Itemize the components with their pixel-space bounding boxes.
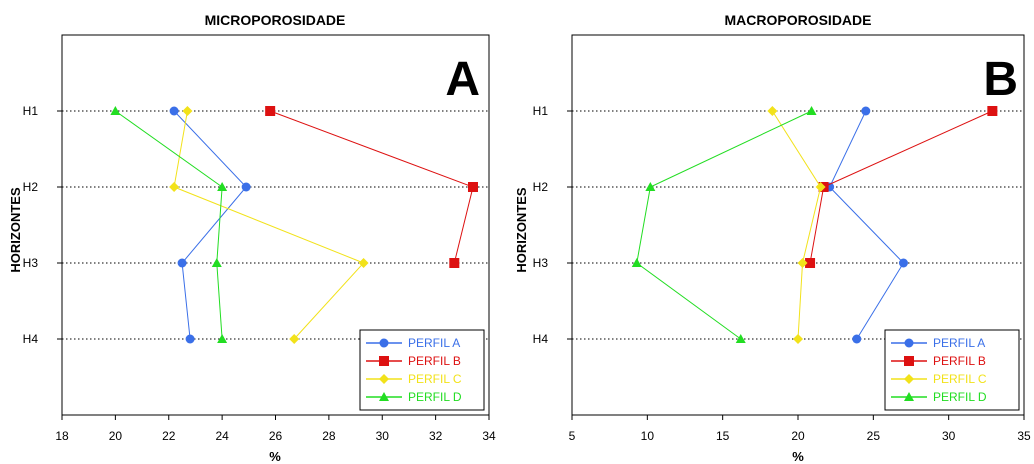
y-tick-label: H3 <box>533 256 549 270</box>
y-tick-label: H2 <box>23 180 39 194</box>
data-point <box>806 106 817 115</box>
data-point <box>631 258 642 267</box>
data-point <box>898 258 908 268</box>
x-tick-label: 10 <box>641 429 655 443</box>
x-tick-label: 32 <box>429 429 443 443</box>
legend-entry: PERFIL D <box>933 390 987 404</box>
panel-label: A <box>445 53 480 106</box>
data-point <box>185 334 195 344</box>
x-tick-label: 5 <box>569 429 576 443</box>
x-tick-label: 18 <box>55 429 69 443</box>
data-point <box>265 106 276 116</box>
series-perfil-b <box>265 106 478 268</box>
series-line <box>173 110 365 340</box>
legend-marker <box>379 356 389 366</box>
y-tick-label: H3 <box>23 256 39 270</box>
y-tick-label: H1 <box>533 104 549 118</box>
data-point <box>645 182 656 191</box>
data-point <box>735 334 746 343</box>
y-tick-label: H4 <box>533 332 549 346</box>
legend-entry: PERFIL A <box>933 336 985 350</box>
data-point <box>449 258 460 268</box>
data-point <box>169 182 180 192</box>
legend-marker <box>379 392 389 401</box>
legend-entry: PERFIL D <box>408 390 462 404</box>
data-point <box>805 258 816 268</box>
chart-title: MACROPOROSIDADE <box>724 12 871 28</box>
data-point <box>467 182 478 192</box>
data-point <box>217 182 228 191</box>
series-line <box>771 110 822 340</box>
legend-marker <box>904 356 914 366</box>
data-point <box>241 182 251 192</box>
data-point <box>217 334 228 343</box>
series-perfil-d <box>110 106 228 343</box>
data-point <box>767 106 778 116</box>
legend-marker <box>379 374 389 384</box>
x-tick-label: 30 <box>376 429 390 443</box>
x-tick-label: 35 <box>1017 429 1031 443</box>
series-perfil-c <box>767 106 826 344</box>
data-point <box>815 182 826 192</box>
data-point <box>797 258 808 268</box>
x-tick-label: 30 <box>942 429 956 443</box>
legend-marker <box>904 338 914 348</box>
legend-marker <box>904 374 914 384</box>
x-tick-label: 20 <box>791 429 805 443</box>
chart-panel-2: MACROPOROSIDADE B H1 H2 H3 H4 5 10 15 20 25 30 35% HO… <box>514 12 1031 464</box>
legend-entry: PERFIL A <box>408 336 460 350</box>
x-axis-label: % <box>269 449 281 464</box>
panel-label: B <box>983 53 1018 106</box>
legend-entry: PERFIL C <box>933 372 987 386</box>
x-tick-label: 22 <box>162 429 176 443</box>
x-tick-label: 24 <box>215 429 229 443</box>
x-tick-label: 28 <box>322 429 336 443</box>
data-point <box>852 334 862 344</box>
y-axis-label: HORIZONTES <box>8 187 23 273</box>
series-line <box>829 110 905 340</box>
x-tick-label: 15 <box>716 429 730 443</box>
legend-entry: PERFIL C <box>408 372 462 386</box>
data-point <box>182 106 193 116</box>
chart-panel-1: MICROPOROSIDADE A H1 H2 H3 H4 18 20 22 24 26 28 30 32… <box>8 12 496 464</box>
y-axis-label: HORIZONTES <box>514 187 529 273</box>
legend-marker <box>379 338 389 348</box>
data-point <box>289 334 300 344</box>
series-line <box>636 110 812 340</box>
y-tick-label: H2 <box>533 180 549 194</box>
data-point <box>110 106 121 115</box>
data-point <box>987 106 998 116</box>
legend: PERFIL A PERFIL B PERFIL C PERFIL D <box>884 329 1020 411</box>
data-point <box>861 106 871 116</box>
x-tick-label: 26 <box>269 429 283 443</box>
legend-marker <box>904 392 914 401</box>
series-line <box>115 110 223 340</box>
chart-title: MICROPOROSIDADE <box>205 12 346 28</box>
data-point <box>177 258 187 268</box>
legend-entry: PERFIL B <box>408 354 461 368</box>
data-point <box>211 258 222 267</box>
data-point <box>169 106 179 116</box>
series-perfil-a <box>169 106 251 344</box>
y-tick-label: H1 <box>23 104 39 118</box>
series-perfil-a <box>825 106 908 344</box>
x-tick-label: 25 <box>867 429 881 443</box>
series-line <box>173 110 247 340</box>
data-point <box>358 258 369 268</box>
data-point <box>793 334 803 344</box>
y-tick-label: H4 <box>23 332 39 346</box>
x-tick-label: 34 <box>482 429 496 443</box>
series-perfil-c <box>169 106 369 344</box>
legend: PERFIL A PERFIL B PERFIL C PERFIL D <box>359 329 485 411</box>
legend-entry: PERFIL B <box>933 354 986 368</box>
x-tick-label: 20 <box>109 429 123 443</box>
x-axis-label: % <box>792 449 804 464</box>
series-perfil-d <box>631 106 817 343</box>
